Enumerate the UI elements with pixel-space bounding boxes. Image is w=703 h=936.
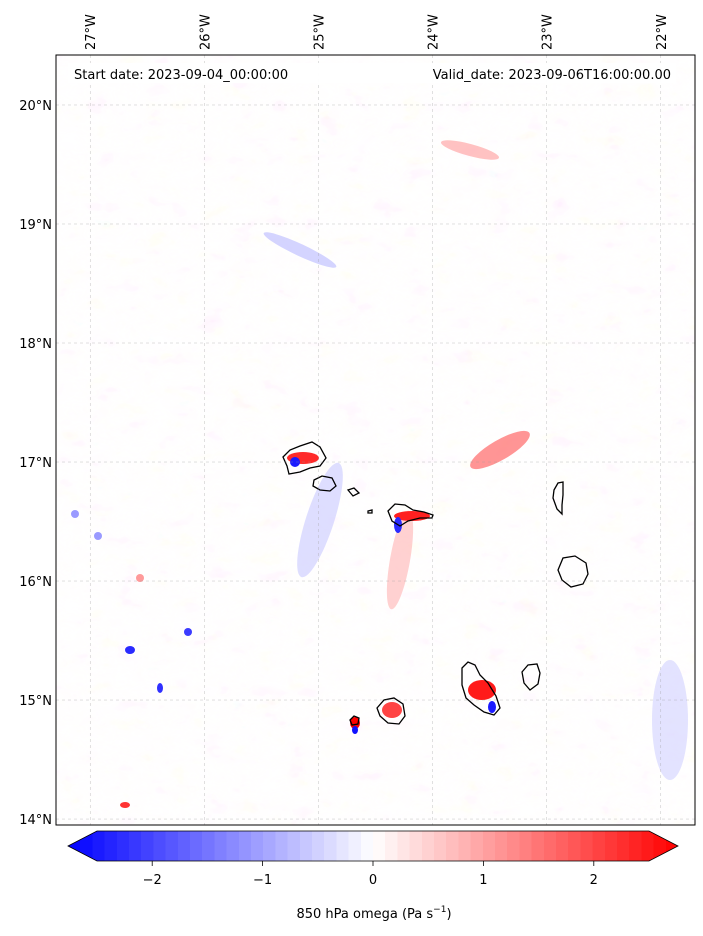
colorbar-tick-label: 2 — [590, 873, 598, 888]
island-santiago — [461, 661, 501, 716]
lat-tick-label: 20°N — [19, 99, 52, 114]
island-branco — [367, 509, 373, 514]
longitude-labels: 27°W 26°W 25°W 24°W 23°W 22°W — [84, 14, 670, 50]
colorbar-body — [67, 830, 679, 862]
lat-tick-label: 16°N — [19, 575, 52, 590]
lon-tick-label: 24°W — [427, 14, 442, 50]
colorbar: −2 −1 0 1 2 850 hPa omega (Pa s−1) — [67, 830, 679, 922]
colorbar-ticks: −2 −1 0 1 2 — [143, 861, 598, 888]
lat-tick-label: 15°N — [19, 694, 52, 709]
latitude-labels: 20°N 19°N 18°N 17°N 16°N 15°N 14°N — [19, 99, 52, 828]
island-boa-vista — [557, 555, 589, 588]
colorbar-tick-label: −1 — [253, 873, 272, 888]
gridlines — [56, 55, 695, 825]
start-date-label: Start date: 2023-09-04_00:00:00 — [74, 68, 288, 83]
omega-field — [56, 55, 695, 825]
island-sao-vicente — [312, 475, 337, 492]
island-maio — [521, 663, 541, 691]
island-santa-luzia — [346, 487, 361, 497]
lon-tick-label: 23°W — [541, 14, 556, 50]
lat-tick-label: 17°N — [19, 456, 52, 471]
coastlines — [282, 441, 589, 726]
valid-date-label: Valid_date: 2023-09-06T16:00:00.00 — [433, 68, 671, 83]
info-banner — [68, 63, 676, 83]
lat-tick-label: 18°N — [19, 337, 52, 352]
lat-tick-label: 14°N — [19, 813, 52, 828]
colorbar-tick-label: −2 — [143, 873, 162, 888]
map-frame — [55, 54, 696, 826]
lon-tick-label: 25°W — [312, 14, 327, 50]
lon-tick-label: 22°W — [655, 14, 670, 50]
island-brava — [349, 715, 360, 726]
island-fogo — [376, 697, 406, 725]
lat-tick-label: 19°N — [19, 218, 52, 233]
island-sal — [552, 481, 564, 516]
lon-tick-label: 27°W — [84, 14, 99, 50]
colorbar-tick-label: 1 — [479, 873, 487, 888]
lon-tick-label: 26°W — [198, 14, 213, 50]
colorbar-tick-label: 0 — [369, 873, 377, 888]
colorbar-label: 850 hPa omega (Pa s−1) — [296, 905, 451, 922]
island-sao-nicolau — [387, 503, 434, 527]
